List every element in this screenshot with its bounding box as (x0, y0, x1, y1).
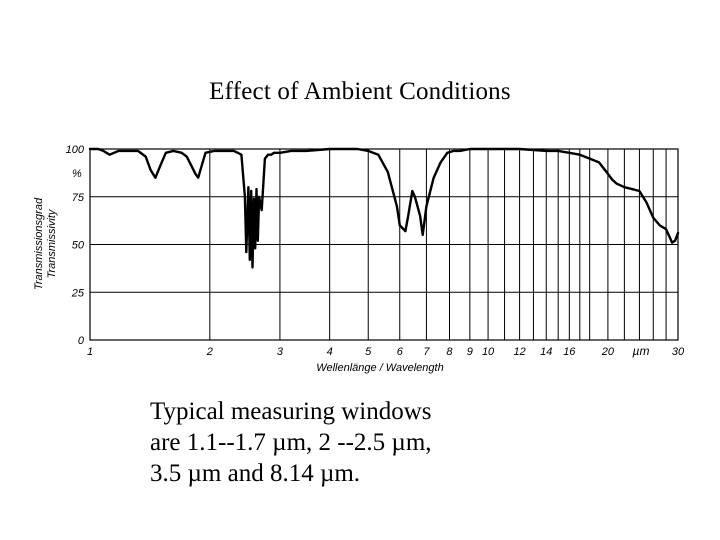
x-tick-label: 7 (423, 346, 430, 358)
transmissivity-line (88, 147, 680, 269)
caption-line-2: are 1.1--1.7 µm, 2 --2.5 µm, (150, 429, 432, 456)
x-axis-label: Wellenlänge / Wavelength (316, 362, 443, 374)
caption: Typical measuring windows are 1.1--1.7 µ… (150, 396, 550, 489)
x-tick-label: 12 (513, 346, 525, 358)
x-tick-label: 1 (87, 346, 93, 358)
caption-line-3: 3.5 µm and 8.14 µm. (150, 460, 361, 487)
y-axis-label-line-1: Transmissionsgrad (33, 197, 45, 290)
caption-line-1: Typical measuring windows (150, 398, 432, 425)
y-tick-label: 50 (72, 240, 85, 252)
x-tick-label: 16 (563, 346, 576, 358)
x-tick-label: 10 (482, 346, 495, 358)
y-unit-label: % (72, 168, 82, 180)
slide-title: Effect of Ambient Conditions (209, 78, 511, 105)
y-tick-label: 0 (78, 335, 85, 347)
x-tick-label: 14 (540, 346, 552, 358)
x-tick-label: 9 (467, 346, 473, 358)
y-tick-label: 75 (72, 192, 85, 204)
y-axis-label: Transmissionsgrad Transmissivity (33, 197, 58, 290)
x-unit-label: µm (633, 344, 650, 358)
grid (89, 148, 679, 341)
x-tick-label: 5 (365, 346, 372, 358)
x-tick-label: 6 (397, 346, 404, 358)
y-tick-label: 100 (66, 144, 85, 156)
x-tick-label: 30 (672, 346, 685, 358)
curve-layer (88, 147, 680, 269)
x-tick-label: 2 (206, 346, 213, 358)
y-tick-label: 25 (71, 287, 85, 299)
x-tick-label: 8 (446, 346, 453, 358)
x-tick-label: 3 (277, 346, 284, 358)
x-tick-label: 4 (327, 346, 333, 358)
y-axis-label-line-2: Transmissivity (46, 208, 58, 278)
x-tick-label: 20 (601, 346, 615, 358)
plot-frame (89, 148, 679, 341)
